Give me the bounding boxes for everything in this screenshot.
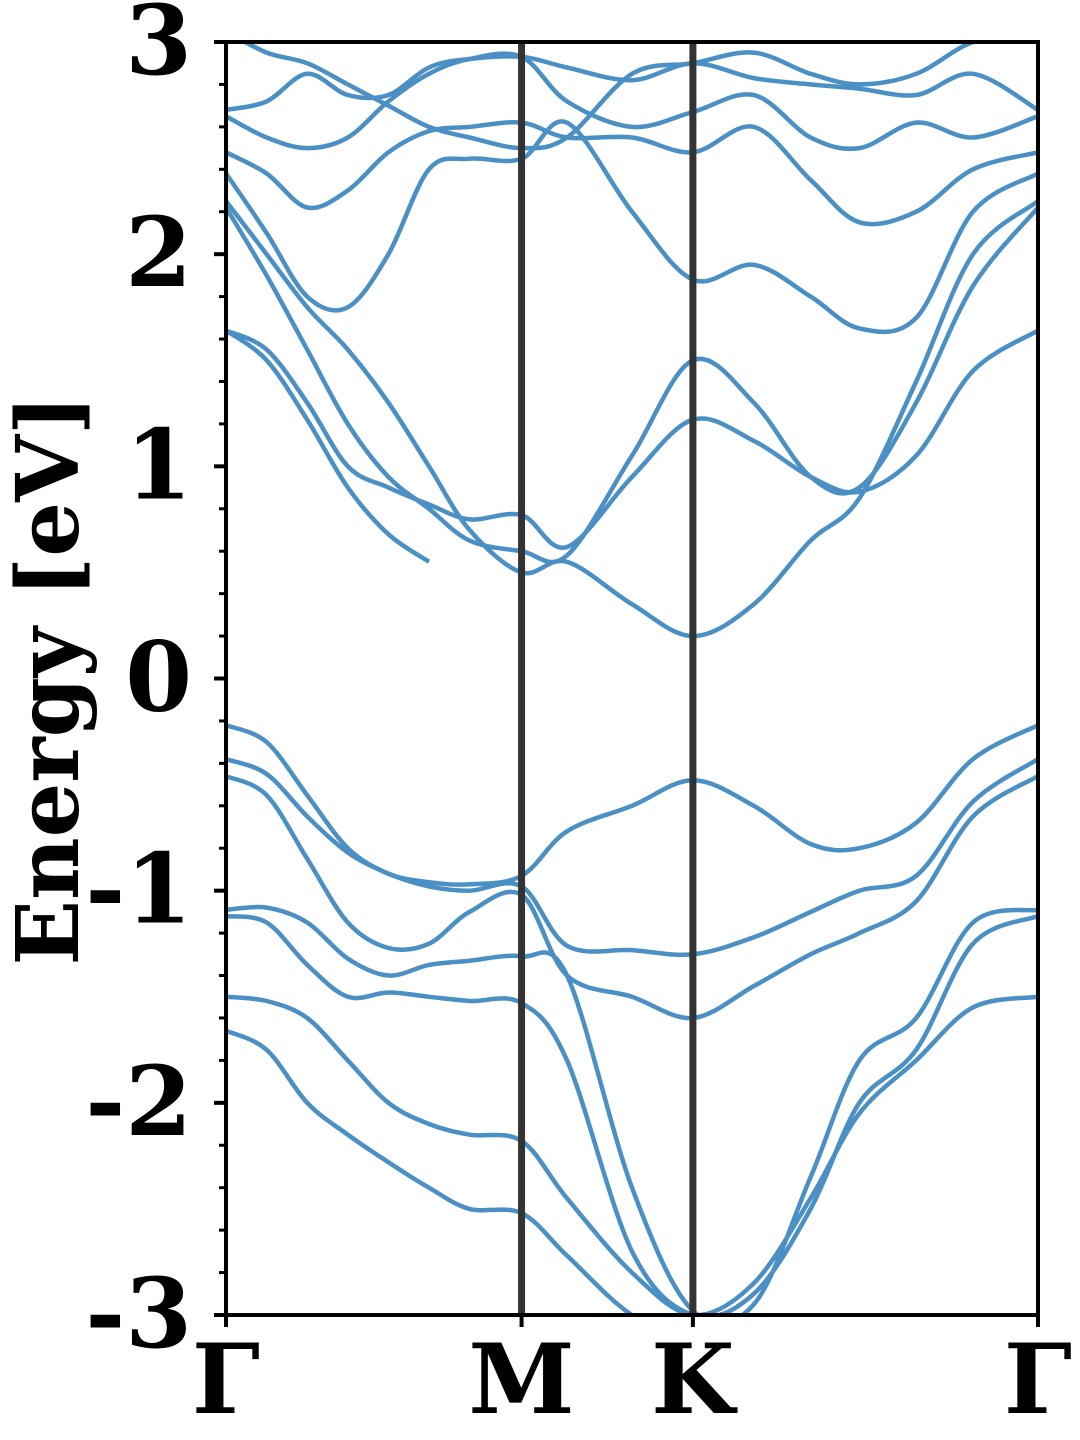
band-line-5 (226, 913, 1038, 1315)
band-line-1 (226, 723, 1038, 887)
y-axis-label: Energy [eV] (0, 395, 99, 966)
band-line-11 (226, 199, 1038, 639)
band-lines (226, 42, 1038, 1315)
y-tick-label: 0 (125, 621, 192, 734)
high-symmetry-lines (518, 42, 697, 1315)
plot-frame (224, 40, 1040, 1317)
band-line-15 (226, 54, 1038, 113)
x-tick-label-Γ: Γ (1004, 1323, 1072, 1436)
x-tick-label-Γ: Γ (192, 1323, 260, 1436)
band-line-2 (226, 756, 1038, 958)
x-tick-label-M: M (468, 1323, 574, 1436)
band-line-3 (226, 774, 1038, 1021)
band-line-6 (226, 994, 1038, 1315)
y-tick-label: 3 (125, 0, 192, 97)
band-line-14 (226, 51, 1038, 151)
band-line-10 (226, 206, 1038, 565)
y-tick-label: -1 (85, 833, 192, 946)
y-tick-label: 2 (125, 196, 192, 309)
band-line-8 (226, 328, 431, 564)
band-line-4 (226, 904, 1038, 1315)
band-line-16 (240, 42, 981, 151)
y-tick-label: -2 (85, 1045, 192, 1158)
band-line-9 (226, 328, 1038, 550)
band-line-13 (226, 119, 1038, 227)
band-line-7 (226, 1028, 637, 1315)
y-tick-label: -3 (85, 1257, 192, 1370)
band-line-12 (226, 119, 1038, 335)
y-tick-label: 1 (125, 408, 192, 521)
x-tick-label-K: K (651, 1323, 738, 1436)
y-axis-ticks: 3 2 1 0 -1 -2 -3 (85, 0, 226, 1370)
